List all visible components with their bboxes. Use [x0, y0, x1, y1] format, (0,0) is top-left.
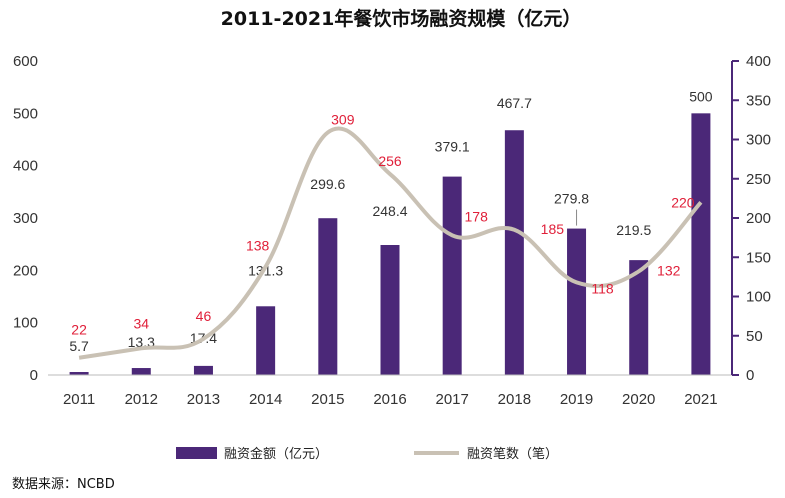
y-right-tick-350: 350: [746, 92, 771, 109]
bar-label-2021: 500: [689, 88, 713, 104]
y-right-tick-150: 150: [746, 249, 771, 266]
bar-2014: [256, 306, 276, 375]
bar-label-2016: 248.4: [372, 203, 407, 219]
legend-bar-label: 融资金额（亿元）: [224, 446, 328, 462]
legend-line-label: 融资笔数（笔）: [467, 446, 558, 462]
line-label-2017: 178: [465, 208, 489, 224]
x-tick-2015: 2015: [311, 391, 344, 408]
bar-2019: [567, 228, 587, 375]
x-tick-group: 2011 2012 2013 2014 2015 2016 2017 2018 2019 2020…: [63, 391, 718, 408]
y-right-tick-100: 100: [746, 289, 771, 306]
x-tick-2017: 2017: [435, 391, 468, 408]
line-label-2012: 34: [133, 315, 149, 331]
y-right-tick-250: 250: [746, 171, 771, 188]
x-tick-2019: 2019: [560, 391, 593, 408]
y-left-tick-0: 0: [30, 367, 38, 384]
line-label-2011: 22: [71, 322, 87, 338]
line-label-2015: 309: [331, 111, 355, 127]
y-right-tick-group: 0 50 100 150 200 250 300 350 400: [732, 53, 771, 384]
y-right-tick-0: 0: [746, 367, 754, 384]
line-label-2014: 138: [246, 238, 270, 254]
y-right-tick-400: 400: [746, 53, 771, 70]
source-note: 数据来源：NCBD: [12, 477, 115, 492]
y-left-tick-400: 400: [13, 158, 38, 175]
x-tick-2012: 2012: [125, 391, 158, 408]
bar-2012: [131, 368, 151, 375]
legend-bar-swatch: [176, 447, 217, 459]
y-right-tick-300: 300: [746, 132, 771, 149]
line-label-2013: 46: [196, 308, 212, 324]
y-left-tick-200: 200: [13, 262, 38, 279]
x-tick-2021: 2021: [684, 391, 717, 408]
y-left-tick-500: 500: [13, 105, 38, 122]
x-tick-2018: 2018: [498, 391, 531, 408]
y-right-tick-50: 50: [746, 328, 763, 345]
bar-2013: [193, 365, 213, 375]
line-series: [78, 126, 703, 360]
line-label-2019: 118: [591, 280, 614, 296]
bar-label-2011: 5.7: [69, 338, 89, 354]
x-tick-2016: 2016: [373, 391, 406, 408]
bar-label-2015: 299.6: [310, 176, 345, 192]
y-right-tick-200: 200: [746, 210, 771, 227]
y-left-tick-600: 600: [13, 53, 38, 70]
bar-series: [69, 113, 711, 375]
line-label-2021: 220: [671, 194, 695, 210]
y-left-tick-300: 300: [13, 210, 38, 227]
x-tick-2011: 2011: [63, 391, 95, 408]
x-tick-2014: 2014: [249, 391, 282, 408]
bar-2018: [504, 130, 524, 375]
y-left-tick-100: 100: [13, 315, 38, 332]
x-tick-2013: 2013: [187, 391, 220, 408]
legend: 融资金额（亿元） 融资笔数（笔）: [176, 446, 558, 462]
bar-label-2018: 467.7: [497, 95, 532, 111]
line-path: [78, 126, 703, 360]
chart-title: 2011-2021年餐饮市场融资规模（亿元）: [221, 7, 582, 30]
bar-label-2017: 379.1: [435, 139, 470, 155]
bar-2021: [691, 113, 711, 375]
line-label-2018: 185: [541, 221, 565, 237]
line-label-2020: 132: [657, 262, 681, 278]
bar-label-2019: 279.8: [554, 191, 589, 207]
y-left-tick-group: 0 100 200 300 400 500 600: [13, 53, 38, 384]
bar-2017: [442, 176, 462, 375]
bar-2016: [380, 245, 400, 375]
bar-2015: [318, 218, 338, 375]
bar-label-2020: 219.5: [616, 222, 651, 238]
bar-2020: [629, 260, 649, 375]
x-tick-2020: 2020: [622, 391, 655, 408]
line-label-2016: 256: [378, 153, 402, 169]
bar-2011: [69, 372, 89, 375]
line-label-group: 22 34 46 138 309 256 178 185 118 132 220: [71, 111, 694, 337]
